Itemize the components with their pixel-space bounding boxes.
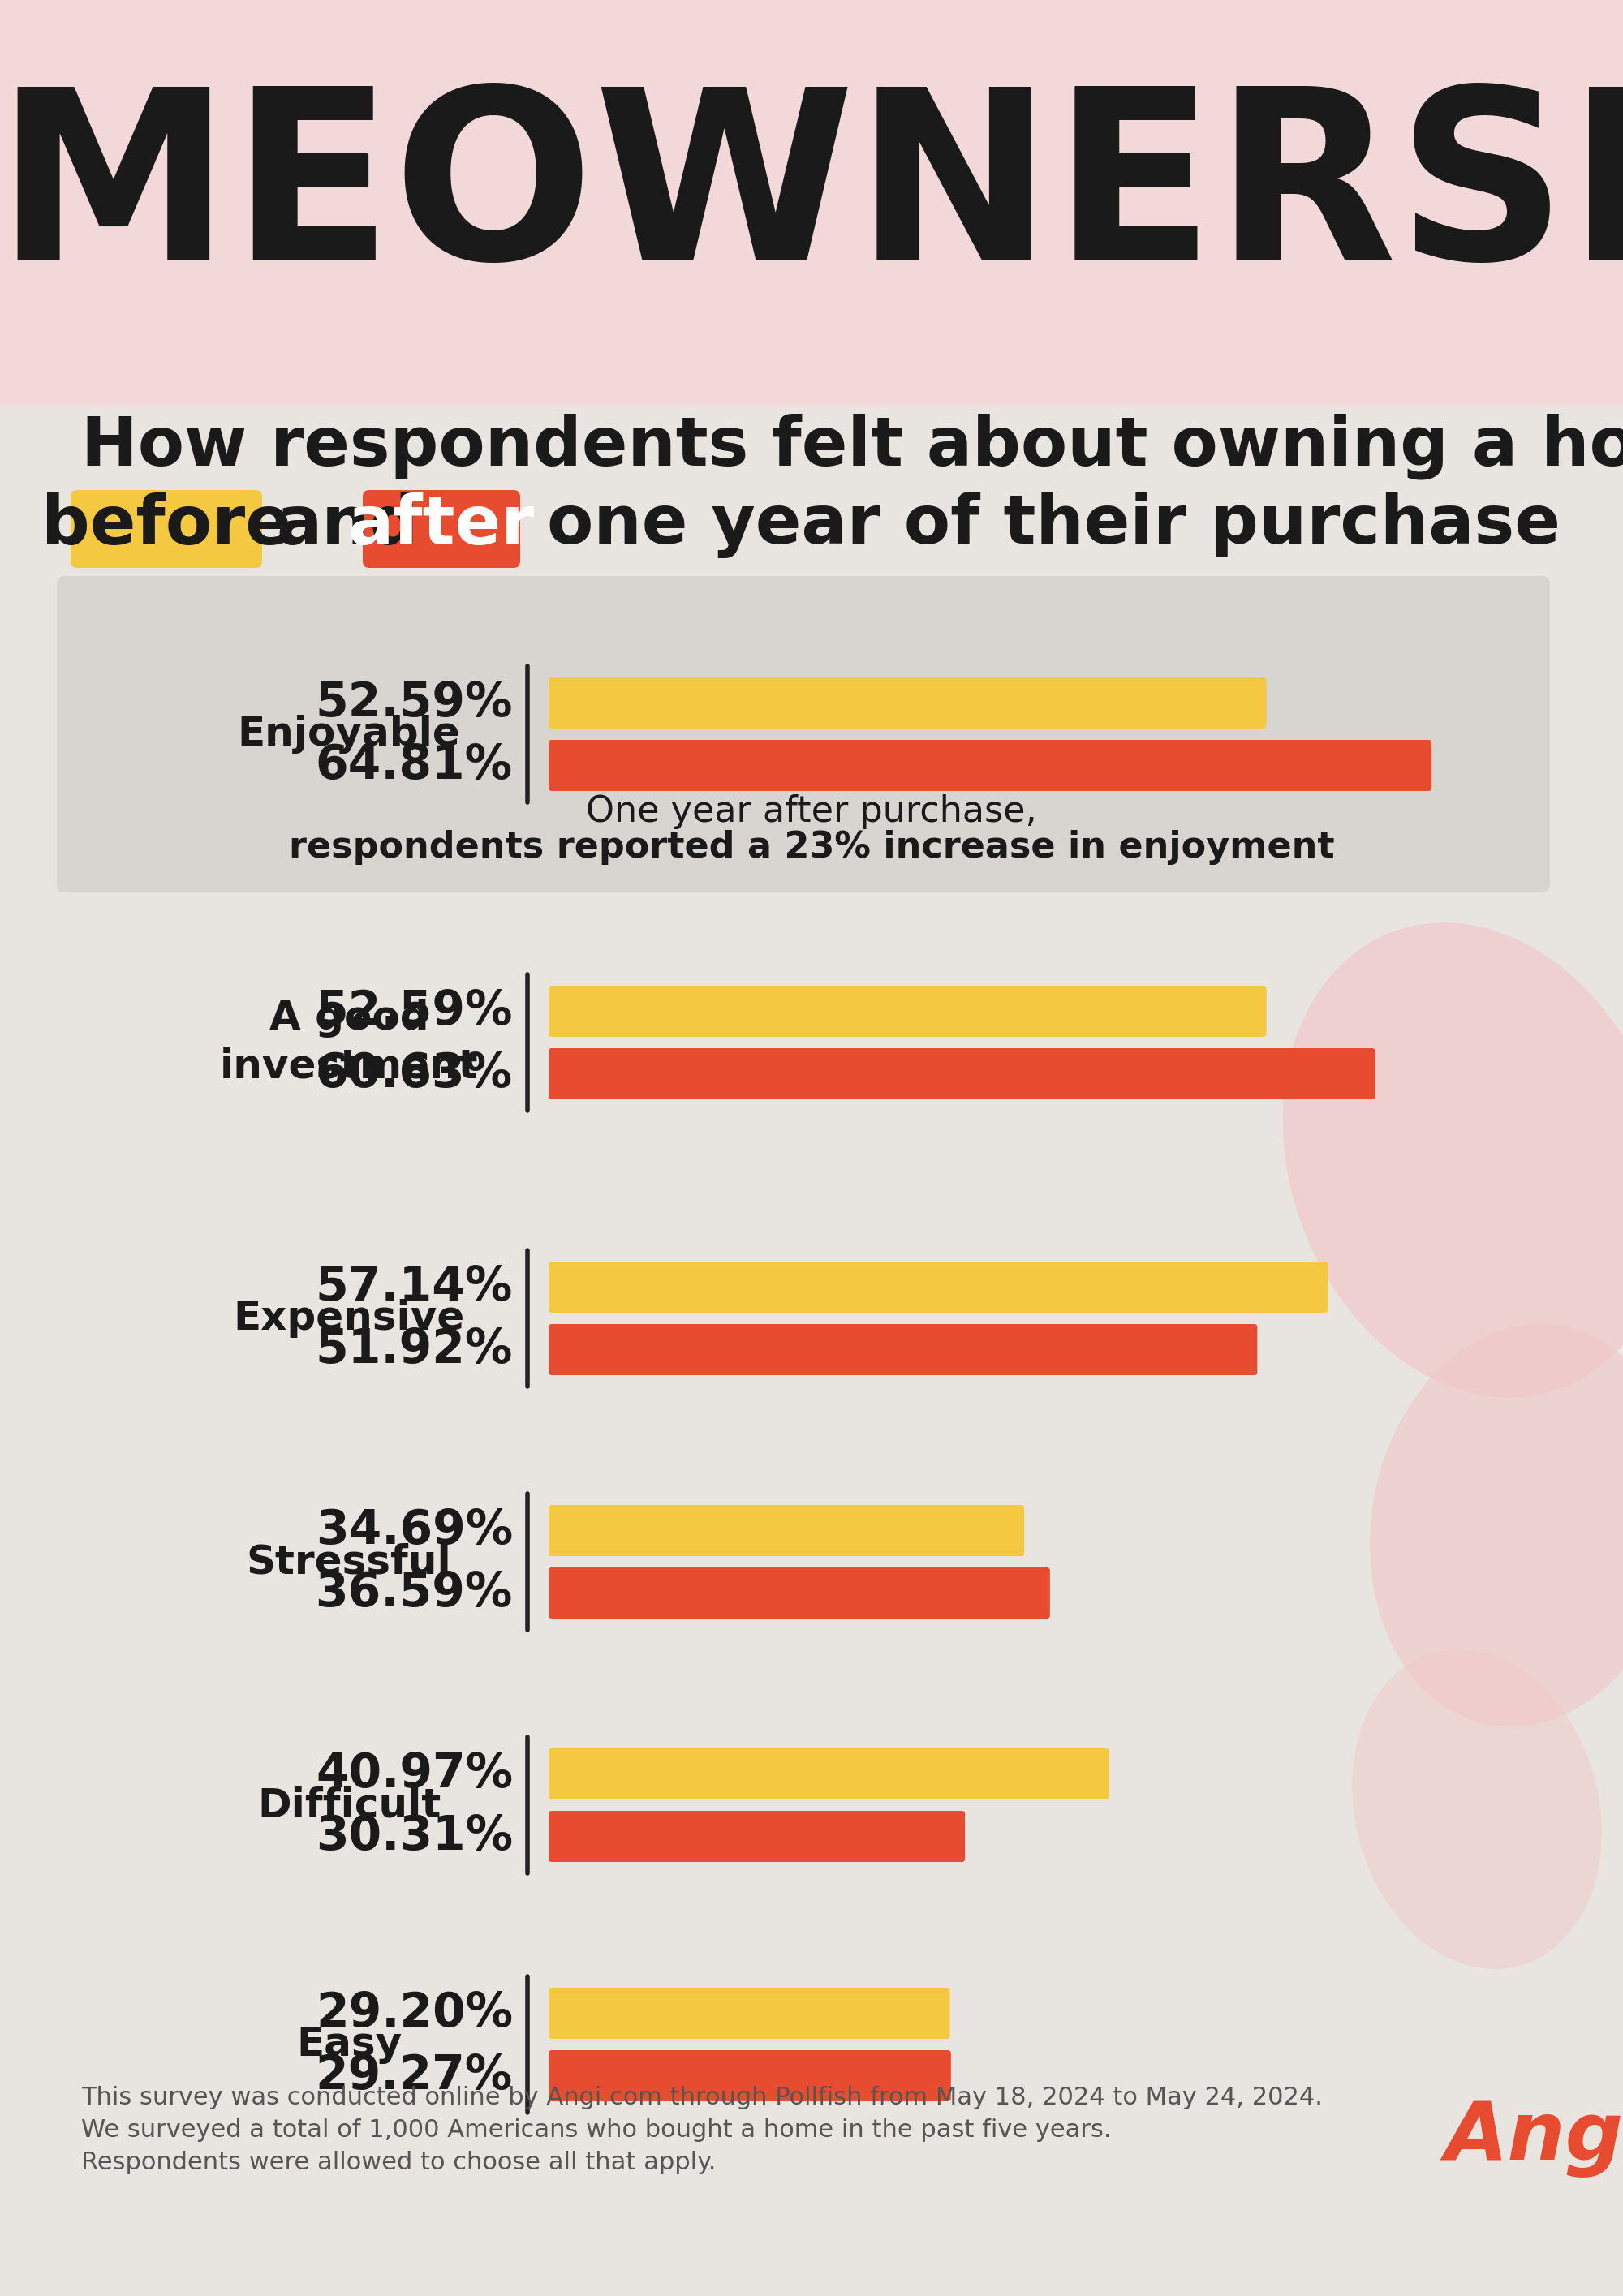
- Text: 29.27%: 29.27%: [315, 2053, 513, 2099]
- Text: Easy: Easy: [295, 2025, 403, 2064]
- Text: 52.59%: 52.59%: [315, 987, 513, 1035]
- Text: One year after purchase,: One year after purchase,: [586, 794, 1037, 829]
- Text: 40.97%: 40.97%: [315, 1752, 513, 1798]
- Text: before: before: [42, 491, 291, 558]
- FancyBboxPatch shape: [549, 1568, 1050, 1619]
- Text: respondents reported a 23% increase in enjoyment: respondents reported a 23% increase in e…: [289, 831, 1334, 866]
- FancyBboxPatch shape: [549, 985, 1266, 1038]
- Text: and: and: [276, 491, 419, 558]
- FancyBboxPatch shape: [549, 2050, 951, 2101]
- Text: 57.14%: 57.14%: [315, 1265, 513, 1311]
- Text: This survey was conducted online by Angi.com through Pollfish from May 18, 2024 : This survey was conducted online by Angi…: [81, 2085, 1323, 2110]
- FancyBboxPatch shape: [549, 1988, 949, 2039]
- FancyBboxPatch shape: [549, 1325, 1258, 1375]
- Ellipse shape: [1370, 1325, 1623, 1727]
- Text: 51.92%: 51.92%: [315, 1327, 513, 1373]
- Text: Enjoyable: Enjoyable: [237, 714, 461, 753]
- Text: How respondents felt about owning a home: How respondents felt about owning a home: [81, 413, 1623, 480]
- Text: Angi: Angi: [1444, 2099, 1623, 2177]
- Text: Difficult: Difficult: [256, 1786, 441, 1825]
- FancyBboxPatch shape: [549, 1049, 1375, 1100]
- Text: one year of their purchase: one year of their purchase: [523, 491, 1560, 558]
- FancyBboxPatch shape: [549, 677, 1266, 728]
- FancyBboxPatch shape: [549, 1261, 1328, 1313]
- Text: HOMEOWNERSHIP: HOMEOWNERSHIP: [0, 80, 1623, 310]
- FancyBboxPatch shape: [549, 1504, 1024, 1557]
- Text: after: after: [347, 491, 536, 558]
- Ellipse shape: [1282, 923, 1623, 1398]
- Text: Expensive: Expensive: [234, 1300, 464, 1339]
- Text: A good
investment: A good investment: [219, 999, 479, 1086]
- Text: 64.81%: 64.81%: [315, 742, 513, 788]
- Text: Stressful: Stressful: [247, 1543, 451, 1582]
- FancyBboxPatch shape: [364, 489, 519, 567]
- Text: We surveyed a total of 1,000 Americans who bought a home in the past five years.: We surveyed a total of 1,000 Americans w…: [81, 2117, 1112, 2142]
- Bar: [0, 0, 1623, 406]
- Text: 36.59%: 36.59%: [315, 1570, 513, 1616]
- FancyBboxPatch shape: [549, 1747, 1109, 1800]
- Text: 34.69%: 34.69%: [315, 1508, 513, 1554]
- Text: 60.63%: 60.63%: [315, 1052, 513, 1097]
- FancyBboxPatch shape: [71, 489, 263, 567]
- Ellipse shape: [1352, 1649, 1602, 1970]
- FancyBboxPatch shape: [57, 576, 1550, 893]
- Text: 29.20%: 29.20%: [315, 1991, 513, 2037]
- FancyBboxPatch shape: [549, 1812, 966, 1862]
- Text: Respondents were allowed to choose all that apply.: Respondents were allowed to choose all t…: [81, 2151, 716, 2174]
- FancyBboxPatch shape: [549, 739, 1431, 792]
- Text: 52.59%: 52.59%: [315, 680, 513, 726]
- Text: 30.31%: 30.31%: [315, 1814, 513, 1860]
